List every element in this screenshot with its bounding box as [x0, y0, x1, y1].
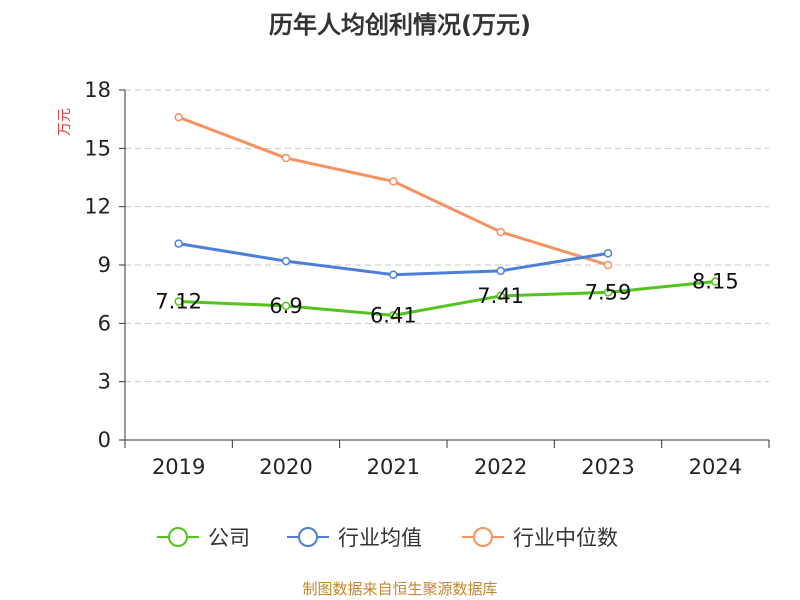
- legend-swatch-marker: [298, 527, 318, 547]
- y-tick-label: 15: [84, 136, 111, 160]
- data-point: [603, 260, 613, 270]
- data-point: [281, 153, 291, 163]
- legend-swatch-marker: [473, 527, 493, 547]
- data-point: [389, 270, 398, 279]
- y-tick-label: 9: [98, 253, 111, 277]
- data-point: [281, 301, 291, 311]
- data-labels: 7.12 6.9 6.41 7.41 7.59 8.15: [155, 270, 738, 328]
- series-layer: [174, 112, 720, 320]
- data-point: [496, 227, 505, 237]
- series-line: [177, 242, 610, 277]
- series-line: [177, 280, 717, 317]
- y-tick-label: 12: [84, 195, 111, 219]
- y-tick-label: 18: [84, 78, 111, 102]
- y-tick-label: 0: [98, 428, 111, 452]
- legend: 公司 行业均值 行业中位数: [157, 526, 618, 550]
- data-label: 7.12: [155, 290, 202, 314]
- x-tick-label: 2022: [474, 455, 527, 479]
- data-point: [603, 288, 613, 297]
- legend-swatch-marker: [168, 527, 188, 547]
- y-axis-label: 万元: [57, 108, 73, 136]
- data-point: [174, 297, 183, 306]
- x-tick-label: 2024: [689, 455, 742, 479]
- data-label: 8.15: [692, 270, 739, 294]
- data-label: 7.41: [477, 284, 524, 308]
- data-point: [174, 239, 183, 248]
- legend-item: 行业中位数: [462, 526, 618, 550]
- data-label: 6.41: [370, 303, 417, 327]
- data-point: [389, 177, 398, 186]
- data-point: [496, 266, 505, 276]
- x-tick-label: 2021: [367, 455, 420, 479]
- data-label: 6.9: [269, 294, 302, 318]
- x-tick-label: 2023: [581, 455, 634, 479]
- y-tick-label: 3: [98, 370, 111, 394]
- legend-label: 公司: [208, 526, 250, 550]
- axes: 0 3 6 9 12 15 18 2019 2020 2021 2022 2023 2024: [84, 78, 770, 479]
- series-line: [177, 115, 610, 267]
- data-point: [389, 311, 398, 320]
- data-label: 7.59: [585, 280, 632, 304]
- legend-item: 公司: [157, 526, 250, 550]
- legend-label: 行业中位数: [513, 526, 618, 550]
- data-point: [603, 249, 613, 258]
- y-tick-label: 6: [98, 311, 111, 335]
- chart-title: 历年人均创利情况(万元): [269, 11, 531, 39]
- data-point: [711, 277, 720, 286]
- legend-item: 行业均值: [287, 526, 422, 550]
- legend-label: 行业均值: [338, 526, 422, 550]
- source-note: 制图数据来自恒生聚源数据库: [302, 580, 497, 598]
- x-tick-label: 2019: [152, 455, 205, 479]
- x-tick-label: 2020: [259, 455, 312, 479]
- data-point: [496, 291, 505, 301]
- data-point: [281, 256, 291, 266]
- data-point: [174, 112, 183, 122]
